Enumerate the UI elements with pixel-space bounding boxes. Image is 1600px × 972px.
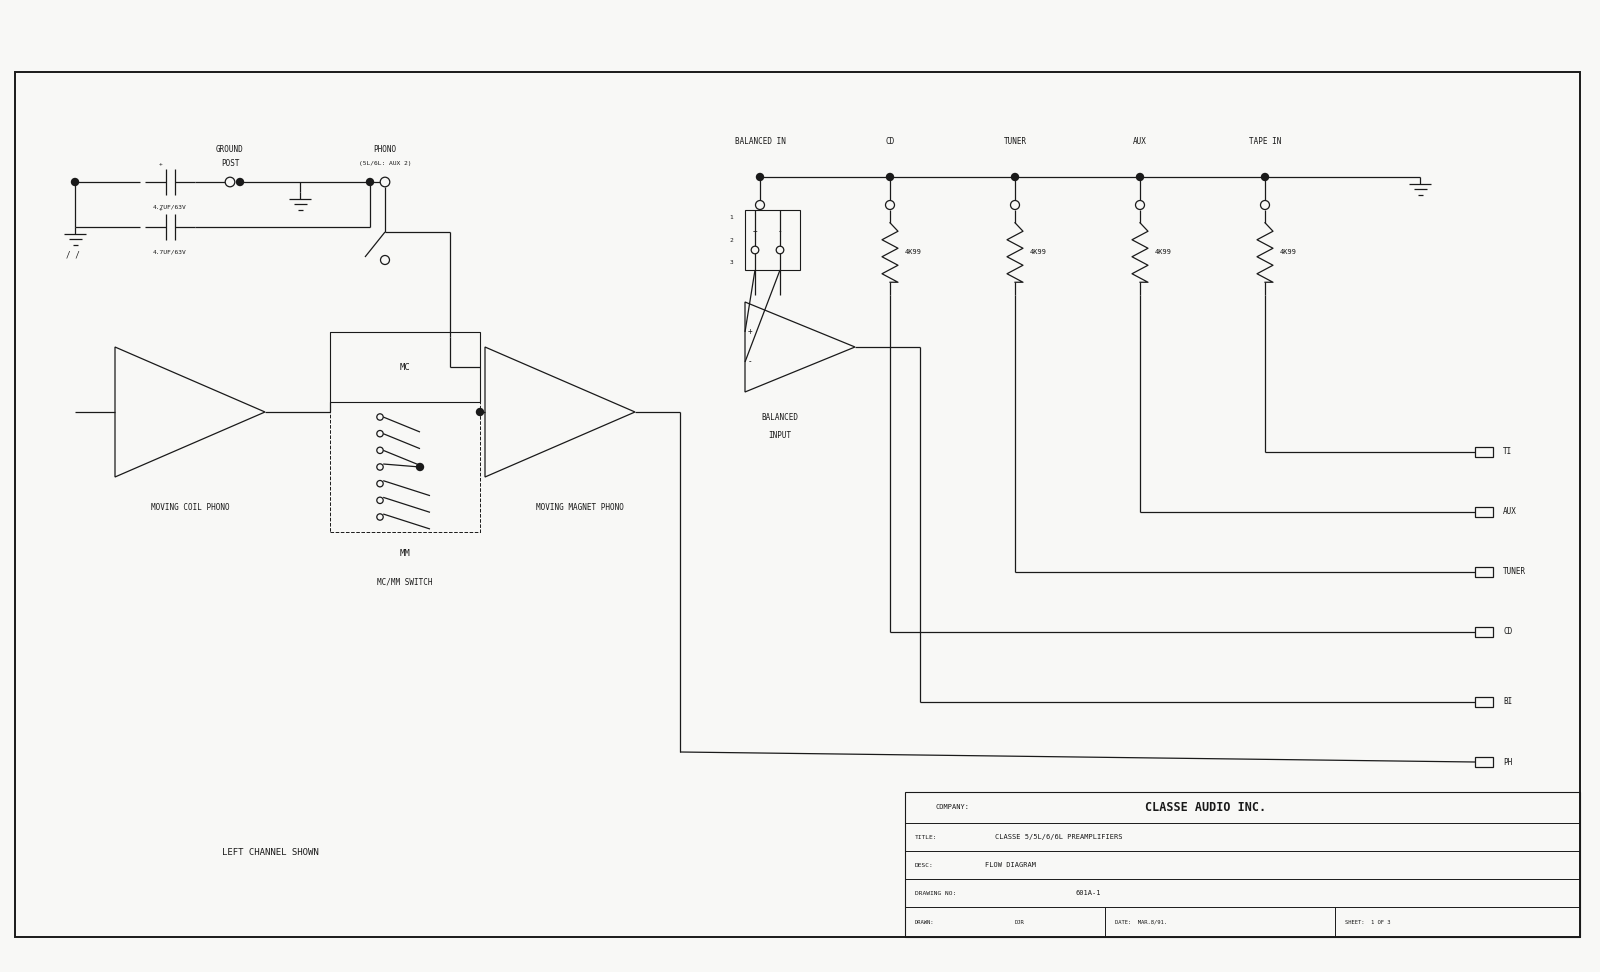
Text: DATE:  MAR.8/91.: DATE: MAR.8/91. [1115,920,1166,924]
Circle shape [776,246,784,254]
Circle shape [886,173,893,181]
Text: TUNER: TUNER [1502,568,1526,576]
Text: (5L/6L: AUX 2): (5L/6L: AUX 2) [358,161,411,166]
Text: 4K99: 4K99 [1155,250,1171,256]
Text: AUX: AUX [1502,507,1517,516]
Text: -: - [747,358,752,366]
Text: CD: CD [1502,628,1512,637]
Circle shape [1136,173,1144,181]
Bar [1475,507,1493,517]
Circle shape [752,246,758,254]
Circle shape [72,179,78,186]
Text: 601A-1: 601A-1 [1075,890,1101,896]
Circle shape [1011,200,1019,210]
Text: TUNER: TUNER [1003,137,1027,147]
Circle shape [477,408,483,415]
Bar [330,332,480,402]
Circle shape [1261,173,1269,181]
Text: 4K99: 4K99 [1280,250,1298,256]
Text: TITLE:: TITLE: [915,835,938,840]
Text: BALANCED IN: BALANCED IN [734,137,786,147]
Text: 4K99: 4K99 [906,250,922,256]
Circle shape [378,447,384,454]
Circle shape [757,173,763,181]
Circle shape [378,514,384,520]
Text: DRAWING NO:: DRAWING NO: [915,890,957,895]
Text: BALANCED: BALANCED [762,412,798,422]
Circle shape [1136,200,1144,210]
Text: DJR: DJR [1014,920,1024,924]
Text: +: + [158,161,162,166]
Text: BI: BI [1502,698,1512,707]
Text: MM: MM [400,549,410,559]
Bar [330,332,480,532]
Bar [14,72,1581,937]
Text: INPUT: INPUT [768,431,792,439]
Text: MC: MC [400,363,410,371]
Text: POST: POST [221,159,240,168]
Text: SHEET:  1 OF 3: SHEET: 1 OF 3 [1346,920,1390,924]
Circle shape [1261,200,1269,210]
Text: GROUND: GROUND [216,146,243,155]
Circle shape [378,431,384,436]
Text: 1: 1 [730,216,733,221]
Bar [906,792,1581,937]
Text: FLOW DIAGRAM: FLOW DIAGRAM [986,862,1037,868]
Text: CD: CD [885,137,894,147]
Text: +: + [747,328,752,336]
Text: 4K99: 4K99 [1030,250,1046,256]
Text: +: + [158,206,162,212]
Text: MOVING MAGNET PHONO: MOVING MAGNET PHONO [536,503,624,511]
Circle shape [416,464,424,470]
Text: / /: / / [66,251,80,260]
Text: PH: PH [1502,757,1512,767]
Circle shape [381,256,389,264]
Text: 4.7UF/63V: 4.7UF/63V [154,204,187,210]
Bar [1475,757,1493,767]
Bar [746,210,800,270]
Text: +: + [752,227,757,236]
Text: LEFT CHANNEL SHOWN: LEFT CHANNEL SHOWN [222,848,318,856]
Circle shape [378,464,384,470]
Circle shape [366,179,373,186]
Circle shape [885,200,894,210]
Text: PHONO: PHONO [373,146,397,155]
Text: AUX: AUX [1133,137,1147,147]
Bar [1475,697,1493,707]
Circle shape [755,200,765,210]
Circle shape [378,497,384,503]
Bar [1475,627,1493,637]
Circle shape [1011,173,1019,181]
Text: TAPE IN: TAPE IN [1250,137,1282,147]
Text: MC/MM SWITCH: MC/MM SWITCH [378,577,432,586]
Bar [1475,567,1493,577]
Text: CLASSE AUDIO INC.: CLASSE AUDIO INC. [1146,801,1266,814]
Text: DRAWN:: DRAWN: [915,920,934,924]
Text: 3: 3 [730,260,733,264]
Text: TI: TI [1502,447,1512,457]
Text: MOVING COIL PHONO: MOVING COIL PHONO [150,503,229,511]
Circle shape [378,414,384,420]
Circle shape [226,177,235,187]
Text: 2: 2 [730,237,733,242]
Text: CLASSE 5/5L/6/6L PREAMPLIFIERS: CLASSE 5/5L/6/6L PREAMPLIFIERS [995,834,1123,840]
Text: COMPANY:: COMPANY: [934,804,970,810]
Text: -: - [778,227,782,236]
Circle shape [378,480,384,487]
Text: 4.7UF/63V: 4.7UF/63V [154,250,187,255]
Text: DESC:: DESC: [915,862,934,867]
Circle shape [237,179,243,186]
Bar [1475,447,1493,457]
Circle shape [381,177,390,187]
